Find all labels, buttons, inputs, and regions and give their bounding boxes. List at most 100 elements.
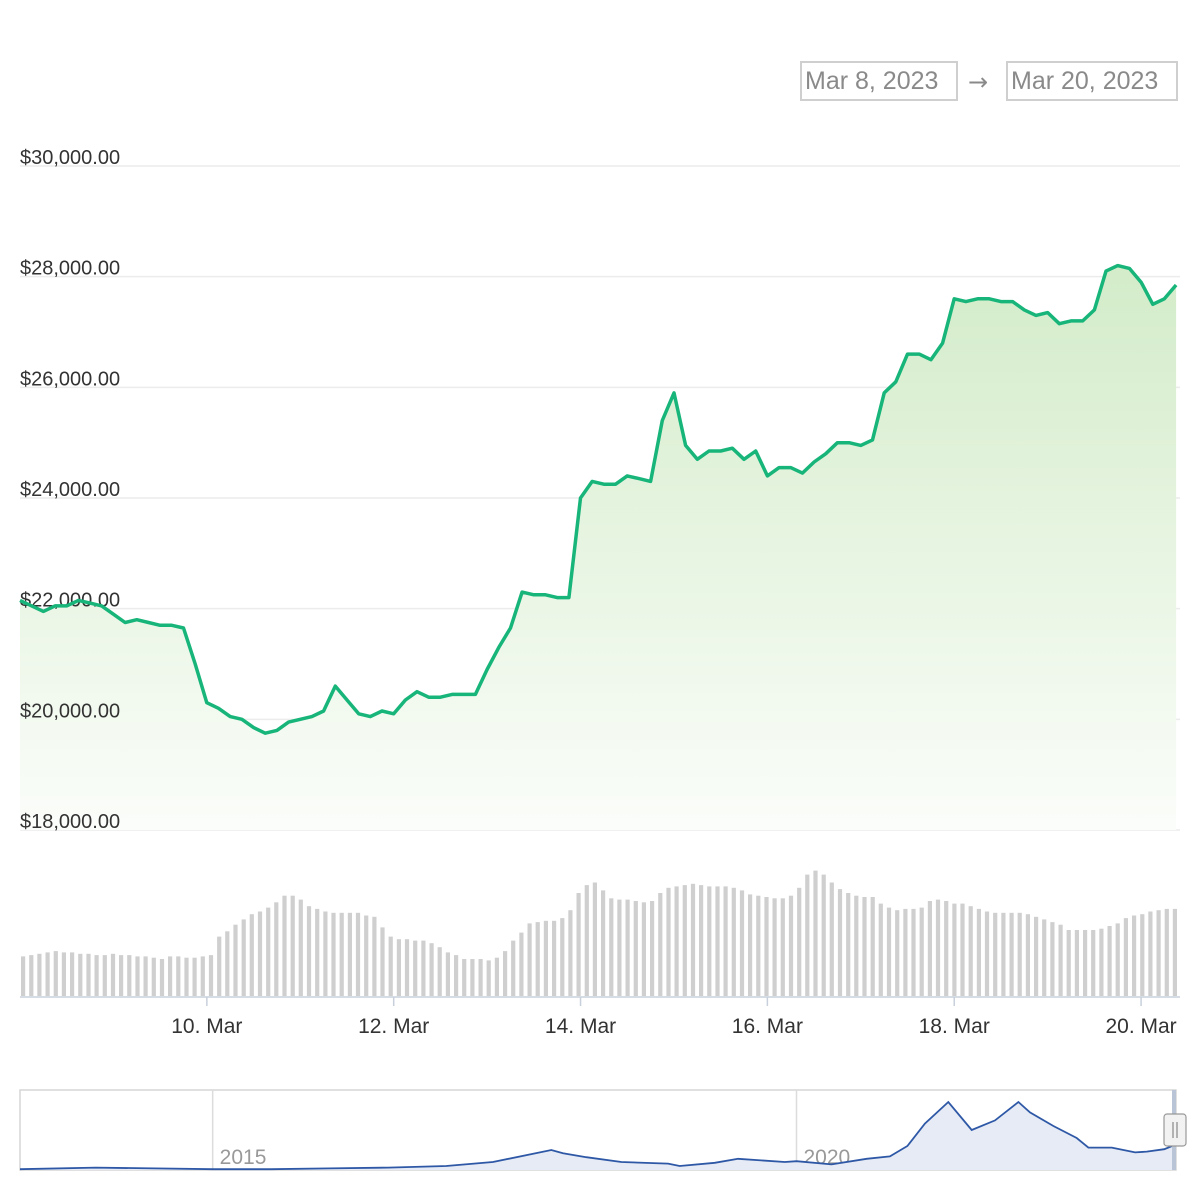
volume-bar xyxy=(192,957,197,996)
volume-bar xyxy=(478,959,483,996)
volume-bar xyxy=(29,955,34,996)
volume-bar xyxy=(968,906,973,996)
volume-bar xyxy=(151,957,156,996)
range-to-input[interactable]: Mar 20, 2023 xyxy=(1006,61,1178,101)
volume-bar xyxy=(837,889,843,996)
volume-bar xyxy=(527,923,532,996)
volume-bar xyxy=(94,955,99,996)
volume-bar xyxy=(486,960,491,996)
volume-bar xyxy=(984,911,990,996)
volume-bar xyxy=(168,956,173,996)
volume-bar xyxy=(249,914,254,996)
volume-bar xyxy=(658,893,663,996)
range-arrow: → xyxy=(968,68,989,96)
volume-bar xyxy=(895,910,900,996)
navigator-handle[interactable] xyxy=(1163,1113,1187,1147)
volume-bar xyxy=(797,887,802,996)
volume-bar xyxy=(110,953,116,996)
y-tick-label: $22,000.00 xyxy=(20,590,120,612)
volume-bar xyxy=(404,939,410,996)
volume-bar xyxy=(780,898,785,996)
volume-bar xyxy=(731,887,736,996)
volume-bar xyxy=(911,908,916,996)
volume-bar xyxy=(135,956,140,996)
volume-bar xyxy=(429,943,434,996)
volume-bar xyxy=(813,870,818,996)
volume-bar xyxy=(576,893,581,996)
volume-bar xyxy=(1042,919,1047,996)
volume-bar xyxy=(102,955,107,996)
volume-bar xyxy=(886,907,892,996)
volume-bar xyxy=(805,874,810,996)
volume-bar xyxy=(306,906,312,996)
volume-bar xyxy=(462,959,467,996)
x-axis: 10. Mar 12. Mar 14. Mar 16. Mar 18. Mar 20. M… xyxy=(20,996,1180,1038)
volume-bar xyxy=(355,912,361,996)
volume-bar xyxy=(511,940,516,996)
volume-bar xyxy=(347,912,352,996)
volume-bar xyxy=(1017,912,1022,996)
volume-bar xyxy=(331,912,336,996)
volume-bar xyxy=(1156,910,1161,996)
volume-bar xyxy=(413,940,418,996)
volume-bar xyxy=(960,903,965,996)
volume-bar xyxy=(266,907,271,996)
y-tick-label: $24,000.00 xyxy=(20,479,120,501)
x-tick-label: 10. Mar xyxy=(171,1015,242,1038)
volume-bar xyxy=(445,952,450,996)
volume-bar xyxy=(1083,930,1088,996)
volume-bar xyxy=(37,953,42,996)
y-tick-label: $20,000.00 xyxy=(20,700,120,722)
volume-bar xyxy=(641,902,646,996)
volume-bar xyxy=(143,956,148,996)
volume-bar xyxy=(1123,918,1128,996)
volume-bar xyxy=(1009,912,1014,996)
volume-bar xyxy=(707,886,712,996)
range-from-input[interactable]: Mar 8, 2023 xyxy=(800,61,958,101)
volume-bar xyxy=(927,901,932,996)
volume-bar xyxy=(86,953,91,996)
volume-bar xyxy=(617,899,622,996)
volume-bar xyxy=(1025,914,1030,996)
volume-bar xyxy=(1099,928,1104,996)
volume-bar xyxy=(690,883,696,996)
volume-bar xyxy=(45,952,50,996)
volume-bar xyxy=(364,915,369,996)
volume-bar xyxy=(454,955,459,996)
volume-bar xyxy=(756,895,761,996)
volume-bar xyxy=(53,951,58,996)
navigator[interactable]: 2015 2020 xyxy=(19,1089,1187,1171)
volume-bar xyxy=(854,895,859,996)
y-tick-label: $18,000.00 xyxy=(20,811,120,833)
x-tick-label: 18. Mar xyxy=(919,1015,990,1038)
volume-bar xyxy=(633,901,638,996)
volume-bar xyxy=(944,901,949,996)
volume-bar xyxy=(339,912,344,996)
x-tick-label: 12. Mar xyxy=(358,1015,429,1038)
volume-bar xyxy=(257,911,263,996)
volume-bar xyxy=(739,890,745,996)
volume-bar xyxy=(225,931,230,996)
y-tick-label: $28,000.00 xyxy=(20,258,120,280)
volume-bar xyxy=(715,886,720,996)
volume-bar xyxy=(584,885,589,996)
volume-bar xyxy=(388,936,393,996)
volume-bar xyxy=(748,894,753,996)
volume-bar xyxy=(625,899,630,996)
volume-bar xyxy=(568,910,573,996)
volume-bar xyxy=(666,887,671,996)
volume-bar xyxy=(274,902,279,996)
volume-bar xyxy=(993,912,998,996)
volume-bar xyxy=(290,895,295,996)
navigator-area xyxy=(20,1102,1176,1170)
volume-bar xyxy=(1164,908,1169,996)
volume-bar xyxy=(1140,914,1145,996)
x-tick-label: 20. Mar xyxy=(1105,1015,1176,1038)
volume-bar xyxy=(829,882,834,996)
volume-bar xyxy=(862,897,867,996)
volume-bar xyxy=(421,940,426,996)
volume-bar xyxy=(437,947,442,996)
volume-bar xyxy=(1107,926,1112,996)
x-tick-label: 14. Mar xyxy=(545,1015,616,1038)
